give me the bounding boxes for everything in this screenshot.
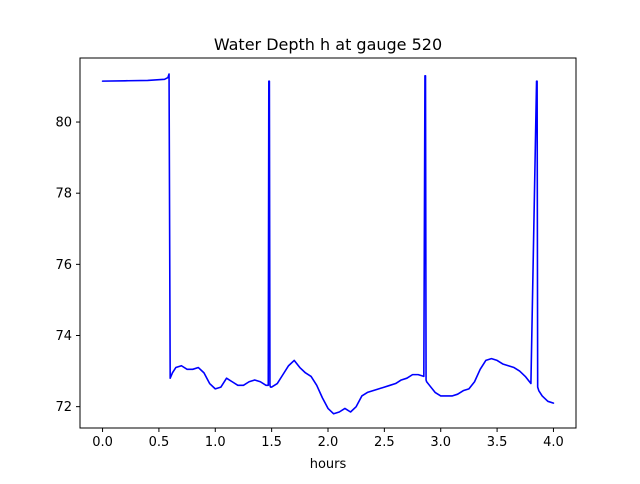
axes-frame — [79, 57, 577, 429]
y-tick-label: 80 — [55, 116, 72, 131]
x-axis-label: hours — [310, 457, 347, 472]
y-axis: 72 74 76 78 80 — [55, 116, 80, 415]
x-tick-label: 3.5 — [487, 435, 508, 450]
y-tick-label: 78 — [55, 187, 72, 202]
x-tick-label: 1.0 — [205, 435, 226, 450]
x-tick-label: 0.0 — [92, 435, 113, 450]
x-tick-label: 4.0 — [543, 435, 564, 450]
y-tick-label: 72 — [55, 400, 72, 415]
plot-area — [101, 73, 555, 415]
x-tick-label: 2.5 — [374, 435, 395, 450]
y-tick-label: 74 — [55, 329, 72, 344]
series-line-0 — [101, 73, 555, 415]
x-tick-label: 1.5 — [261, 435, 282, 450]
x-tick-label: 0.5 — [149, 435, 170, 450]
x-axis: 0.0 0.5 1.0 1.5 2.0 2.5 3.0 3.5 4.0 — [92, 428, 564, 450]
x-tick-label: 3.0 — [430, 435, 451, 450]
y-tick-label: 76 — [55, 258, 72, 273]
x-tick-label: 2.0 — [318, 435, 339, 450]
chart-title: Water Depth h at gauge 520 — [214, 35, 442, 54]
